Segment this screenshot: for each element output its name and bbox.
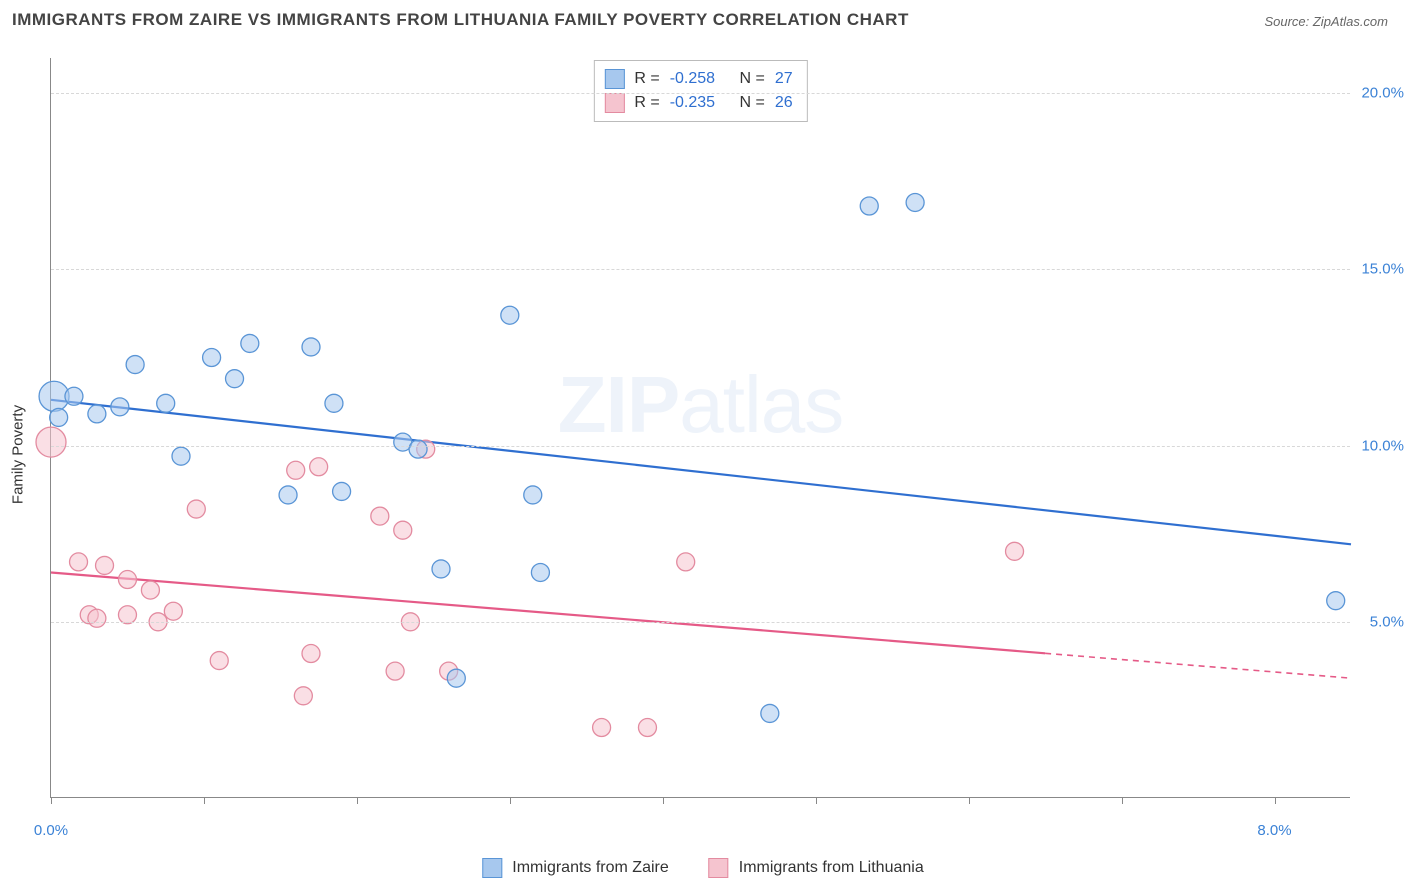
data-point-zaire bbox=[409, 440, 427, 458]
data-point-zaire bbox=[333, 482, 351, 500]
data-point-lithuania bbox=[210, 652, 228, 670]
data-point-lithuania bbox=[1006, 542, 1024, 560]
x-tick bbox=[357, 797, 358, 804]
data-point-lithuania bbox=[593, 719, 611, 737]
legend-swatch-zaire bbox=[482, 858, 502, 878]
trend-line-dashed-lithuania bbox=[1045, 653, 1351, 678]
gridline bbox=[51, 93, 1350, 94]
data-point-zaire bbox=[524, 486, 542, 504]
data-point-zaire bbox=[241, 334, 259, 352]
x-tick-label: 8.0% bbox=[1257, 822, 1291, 839]
chart-svg bbox=[51, 58, 1350, 797]
source-attribution: Source: ZipAtlas.com bbox=[1264, 14, 1388, 29]
data-point-lithuania bbox=[96, 556, 114, 574]
x-tick bbox=[969, 797, 970, 804]
data-point-zaire bbox=[501, 306, 519, 324]
data-point-lithuania bbox=[164, 602, 182, 620]
gridline bbox=[51, 622, 1350, 623]
data-point-lithuania bbox=[141, 581, 159, 599]
data-point-lithuania bbox=[386, 662, 404, 680]
legend-swatch-lithuania bbox=[709, 858, 729, 878]
y-tick-label: 5.0% bbox=[1370, 613, 1404, 630]
x-tick bbox=[1275, 797, 1276, 804]
data-point-zaire bbox=[226, 370, 244, 388]
legend-item-zaire: Immigrants from Zaire bbox=[482, 858, 668, 878]
data-point-zaire bbox=[65, 387, 83, 405]
data-point-lithuania bbox=[88, 609, 106, 627]
data-point-lithuania bbox=[118, 571, 136, 589]
y-tick-label: 20.0% bbox=[1361, 85, 1404, 102]
data-point-zaire bbox=[50, 408, 68, 426]
legend-label-zaire: Immigrants from Zaire bbox=[512, 859, 668, 877]
data-point-lithuania bbox=[310, 458, 328, 476]
source-value: ZipAtlas.com bbox=[1313, 14, 1388, 29]
x-tick bbox=[1122, 797, 1123, 804]
chart-title: IMMIGRANTS FROM ZAIRE VS IMMIGRANTS FROM… bbox=[12, 10, 909, 30]
data-point-zaire bbox=[906, 193, 924, 211]
data-point-lithuania bbox=[287, 461, 305, 479]
data-point-zaire bbox=[111, 398, 129, 416]
gridline bbox=[51, 446, 1350, 447]
y-tick-label: 15.0% bbox=[1361, 261, 1404, 278]
legend-item-lithuania: Immigrants from Lithuania bbox=[709, 858, 924, 878]
y-tick-label: 10.0% bbox=[1361, 437, 1404, 454]
data-point-lithuania bbox=[371, 507, 389, 525]
data-point-zaire bbox=[279, 486, 297, 504]
data-point-zaire bbox=[325, 394, 343, 412]
data-point-zaire bbox=[447, 669, 465, 687]
data-point-zaire bbox=[172, 447, 190, 465]
data-point-lithuania bbox=[677, 553, 695, 571]
data-point-lithuania bbox=[394, 521, 412, 539]
x-tick bbox=[510, 797, 511, 804]
data-point-zaire bbox=[126, 356, 144, 374]
x-tick-label: 0.0% bbox=[34, 822, 68, 839]
data-point-zaire bbox=[531, 563, 549, 581]
x-tick bbox=[204, 797, 205, 804]
data-point-lithuania bbox=[638, 719, 656, 737]
data-point-lithuania bbox=[187, 500, 205, 518]
data-point-zaire bbox=[88, 405, 106, 423]
plot-area: ZIPatlas R = -0.258 N = 27 R = -0.235 N … bbox=[50, 58, 1350, 798]
source-label: Source: bbox=[1264, 14, 1312, 29]
data-point-zaire bbox=[157, 394, 175, 412]
trend-line-zaire bbox=[51, 400, 1351, 544]
x-tick bbox=[51, 797, 52, 804]
data-point-lithuania bbox=[36, 427, 66, 457]
x-tick bbox=[816, 797, 817, 804]
data-point-zaire bbox=[203, 349, 221, 367]
data-point-zaire bbox=[1327, 592, 1345, 610]
legend-label-lithuania: Immigrants from Lithuania bbox=[739, 859, 924, 877]
trend-line-lithuania bbox=[51, 572, 1045, 653]
x-tick bbox=[663, 797, 664, 804]
data-point-zaire bbox=[761, 704, 779, 722]
data-point-zaire bbox=[302, 338, 320, 356]
data-point-lithuania bbox=[70, 553, 88, 571]
y-axis-label: Family Poverty bbox=[10, 405, 27, 504]
series-legend: Immigrants from Zaire Immigrants from Li… bbox=[482, 858, 923, 878]
data-point-zaire bbox=[432, 560, 450, 578]
data-point-lithuania bbox=[302, 645, 320, 663]
gridline bbox=[51, 269, 1350, 270]
data-point-zaire bbox=[860, 197, 878, 215]
data-point-lithuania bbox=[294, 687, 312, 705]
